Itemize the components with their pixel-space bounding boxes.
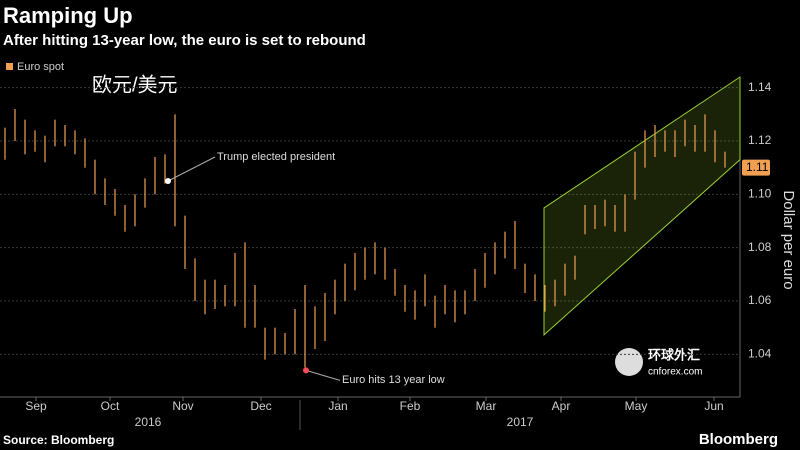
brand: Bloomberg [699,431,778,448]
annotation-dot [165,178,171,184]
last-value-box [742,159,770,176]
x-tick-label: Nov [172,399,193,413]
x-tick-label: May [625,399,648,413]
annotation-text: Trump elected president [217,151,335,163]
x-tick-label: Oct [101,399,120,413]
y-tick-label: 1.04 [748,347,772,361]
y-tick-label: 1.08 [748,240,772,254]
x-tick-label: Feb [400,399,421,413]
watermark: 环球外汇 [648,347,700,362]
year-label: 2016 [135,415,162,429]
watermark: cnforex.com [648,367,702,378]
annotation-dot [303,367,309,374]
y-tick-label: 1.06 [748,293,772,307]
last-value-label: 1.11 [746,160,769,174]
x-tick-label: Jun [704,399,723,413]
x-tick-label: Sep [25,399,47,413]
y-tick-label: 1.10 [748,187,772,201]
watermark-logo [615,348,643,376]
annotation-line [305,369,341,381]
y-axis-label: Dollar per euro [780,190,797,289]
chart-title: Ramping Up [3,3,133,28]
x-tick-label: Jan [328,399,347,413]
x-tick-label: Mar [476,399,497,413]
y-tick-label: 1.12 [748,133,772,147]
legend-swatch [6,63,13,70]
annotation-text: Euro hits 13 year low [342,374,445,386]
source: Source: Bloomberg [3,433,114,447]
year-label: 2017 [507,415,534,429]
channel [543,76,741,336]
chart-subtitle: After hitting 13-year low, the euro is s… [3,32,366,49]
annotation-line [167,156,216,182]
x-tick-label: Dec [250,399,271,413]
y-tick-label: 1.14 [748,80,772,94]
overlay-text: 欧元/美元 [92,73,178,96]
x-tick-label: Apr [552,399,571,413]
legend-label: Euro spot [17,61,64,73]
